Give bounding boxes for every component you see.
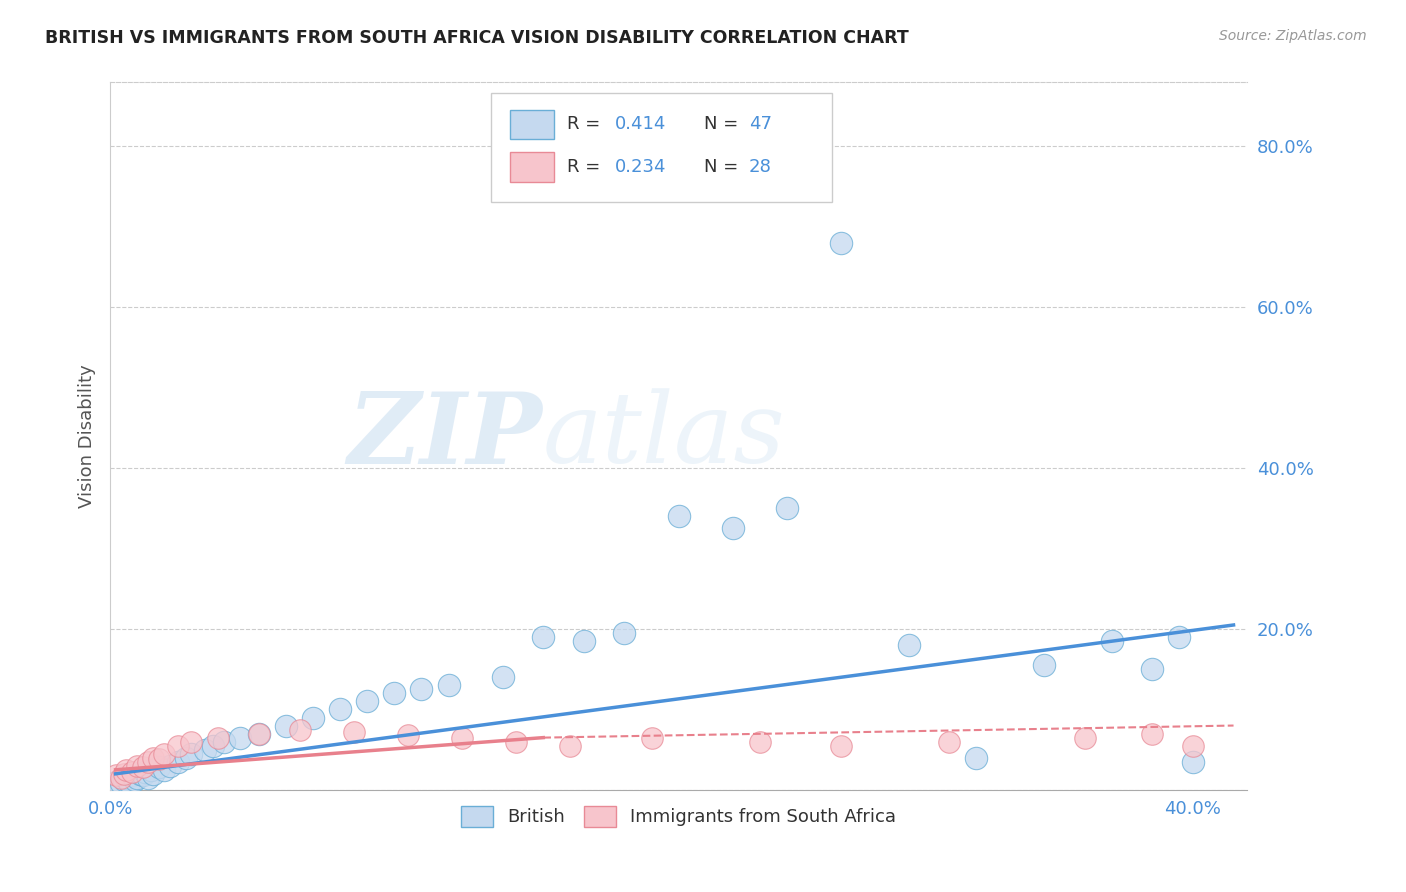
Y-axis label: Vision Disability: Vision Disability [79, 364, 96, 508]
Point [124, 773, 146, 788]
Point [938, 734, 960, 748]
Point [384, 686, 406, 700]
Text: Source: ZipAtlas.com: Source: ZipAtlas.com [1219, 29, 1367, 43]
Point [1033, 658, 1056, 673]
Point [104, 768, 127, 782]
Point [451, 731, 474, 745]
Point [830, 235, 852, 250]
Point [136, 755, 159, 769]
Text: atlas: atlas [543, 388, 785, 483]
Point [437, 678, 460, 692]
Point [207, 731, 229, 745]
Point [668, 509, 690, 524]
Point [1181, 739, 1204, 753]
Point [965, 750, 987, 764]
Point [104, 775, 127, 789]
Point [127, 771, 149, 785]
Point [121, 765, 143, 780]
Point [1073, 731, 1095, 745]
Point [118, 775, 141, 789]
Point [153, 763, 176, 777]
Point [142, 750, 165, 764]
Point [721, 521, 744, 535]
Point [1142, 726, 1164, 740]
Point [411, 682, 433, 697]
Point [776, 501, 799, 516]
Point [115, 763, 138, 777]
Point [613, 626, 636, 640]
Point [329, 702, 352, 716]
Point [247, 726, 270, 740]
Point [129, 767, 152, 781]
Point [247, 726, 270, 740]
Point [748, 734, 770, 748]
FancyBboxPatch shape [510, 110, 554, 139]
Point [288, 723, 311, 737]
Point [112, 767, 135, 781]
Point [830, 739, 852, 753]
FancyBboxPatch shape [491, 93, 832, 202]
Point [212, 734, 235, 748]
Point [112, 773, 135, 788]
Point [180, 734, 202, 748]
Text: N =: N = [703, 115, 744, 134]
Point [166, 755, 188, 769]
Point [1181, 755, 1204, 769]
Text: BRITISH VS IMMIGRANTS FROM SOUTH AFRICA VISION DISABILITY CORRELATION CHART: BRITISH VS IMMIGRANTS FROM SOUTH AFRICA … [45, 29, 908, 46]
Point [110, 771, 132, 785]
Point [396, 728, 419, 742]
Text: N =: N = [703, 158, 744, 176]
Point [640, 731, 662, 745]
Text: 47: 47 [749, 115, 772, 134]
Text: R =: R = [567, 115, 606, 134]
Point [560, 739, 582, 753]
Point [127, 758, 149, 772]
Point [136, 771, 159, 785]
Point [572, 634, 595, 648]
Point [302, 710, 325, 724]
Point [166, 739, 188, 753]
Point [1168, 630, 1191, 644]
Point [531, 630, 554, 644]
Point [131, 760, 153, 774]
Point [148, 760, 170, 774]
Text: 0.414: 0.414 [614, 115, 666, 134]
Point [897, 638, 920, 652]
Text: R =: R = [567, 158, 606, 176]
Point [229, 731, 252, 745]
Point [121, 768, 143, 782]
Point [134, 765, 156, 780]
Point [174, 750, 197, 764]
Point [1101, 634, 1123, 648]
Point [148, 752, 170, 766]
Point [194, 742, 217, 756]
Text: 0.234: 0.234 [614, 158, 666, 176]
Point [153, 747, 176, 761]
Point [505, 734, 527, 748]
Text: ZIP: ZIP [347, 388, 543, 484]
Legend: British, Immigrants from South Africa: British, Immigrants from South Africa [454, 798, 904, 834]
Text: 28: 28 [749, 158, 772, 176]
Point [139, 763, 162, 777]
Point [356, 694, 378, 708]
FancyBboxPatch shape [510, 152, 554, 182]
Point [1142, 662, 1164, 676]
Point [180, 747, 202, 761]
Point [131, 768, 153, 782]
Point [110, 776, 132, 790]
Point [202, 739, 225, 753]
Point [274, 718, 297, 732]
Point [492, 670, 515, 684]
Point [115, 771, 138, 785]
Point [159, 758, 181, 772]
Point [343, 725, 366, 739]
Point [142, 767, 165, 781]
